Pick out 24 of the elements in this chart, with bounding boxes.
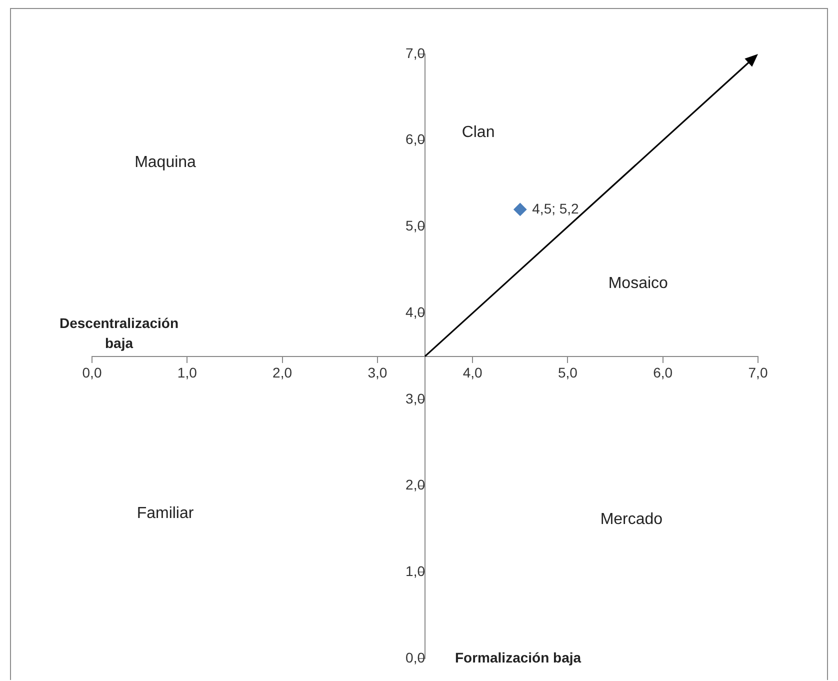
data-label: 4,5; 5,2	[532, 200, 580, 216]
y-tick-label: 4,0	[406, 304, 426, 320]
y-tick-label: 6,0	[406, 131, 426, 148]
y-tick-label: 0,0	[406, 649, 426, 666]
y-tick-label: 3,0	[406, 390, 426, 406]
x-tick-label: 1,0	[177, 364, 198, 381]
x-tick-label: 3,0	[368, 364, 388, 381]
x-axis-title: Descentralización baja	[59, 315, 179, 352]
y-tick-label: 7,0	[406, 44, 426, 61]
annotation: Mosaico	[608, 275, 668, 292]
x-tick-label: 7,0	[748, 364, 768, 381]
annotation: Clan	[462, 124, 495, 142]
x-tick-label: 4,0	[462, 364, 483, 381]
y-axis-title: Formalización baja	[455, 649, 582, 666]
x-tick-label: 2,0	[272, 364, 292, 381]
y-tick-label: 2,0	[406, 476, 426, 493]
annotation: Mercado	[600, 510, 663, 528]
x-tick-label: 5,0	[558, 364, 578, 381]
x-tick-label: 6,0	[653, 364, 673, 381]
x-tick-label: 0,0	[82, 364, 102, 381]
annotation: Maquina	[134, 154, 196, 172]
y-tick-label: 5,0	[406, 218, 426, 234]
annotation: Familiar	[136, 504, 194, 522]
y-tick-label: 1,0	[406, 563, 426, 580]
